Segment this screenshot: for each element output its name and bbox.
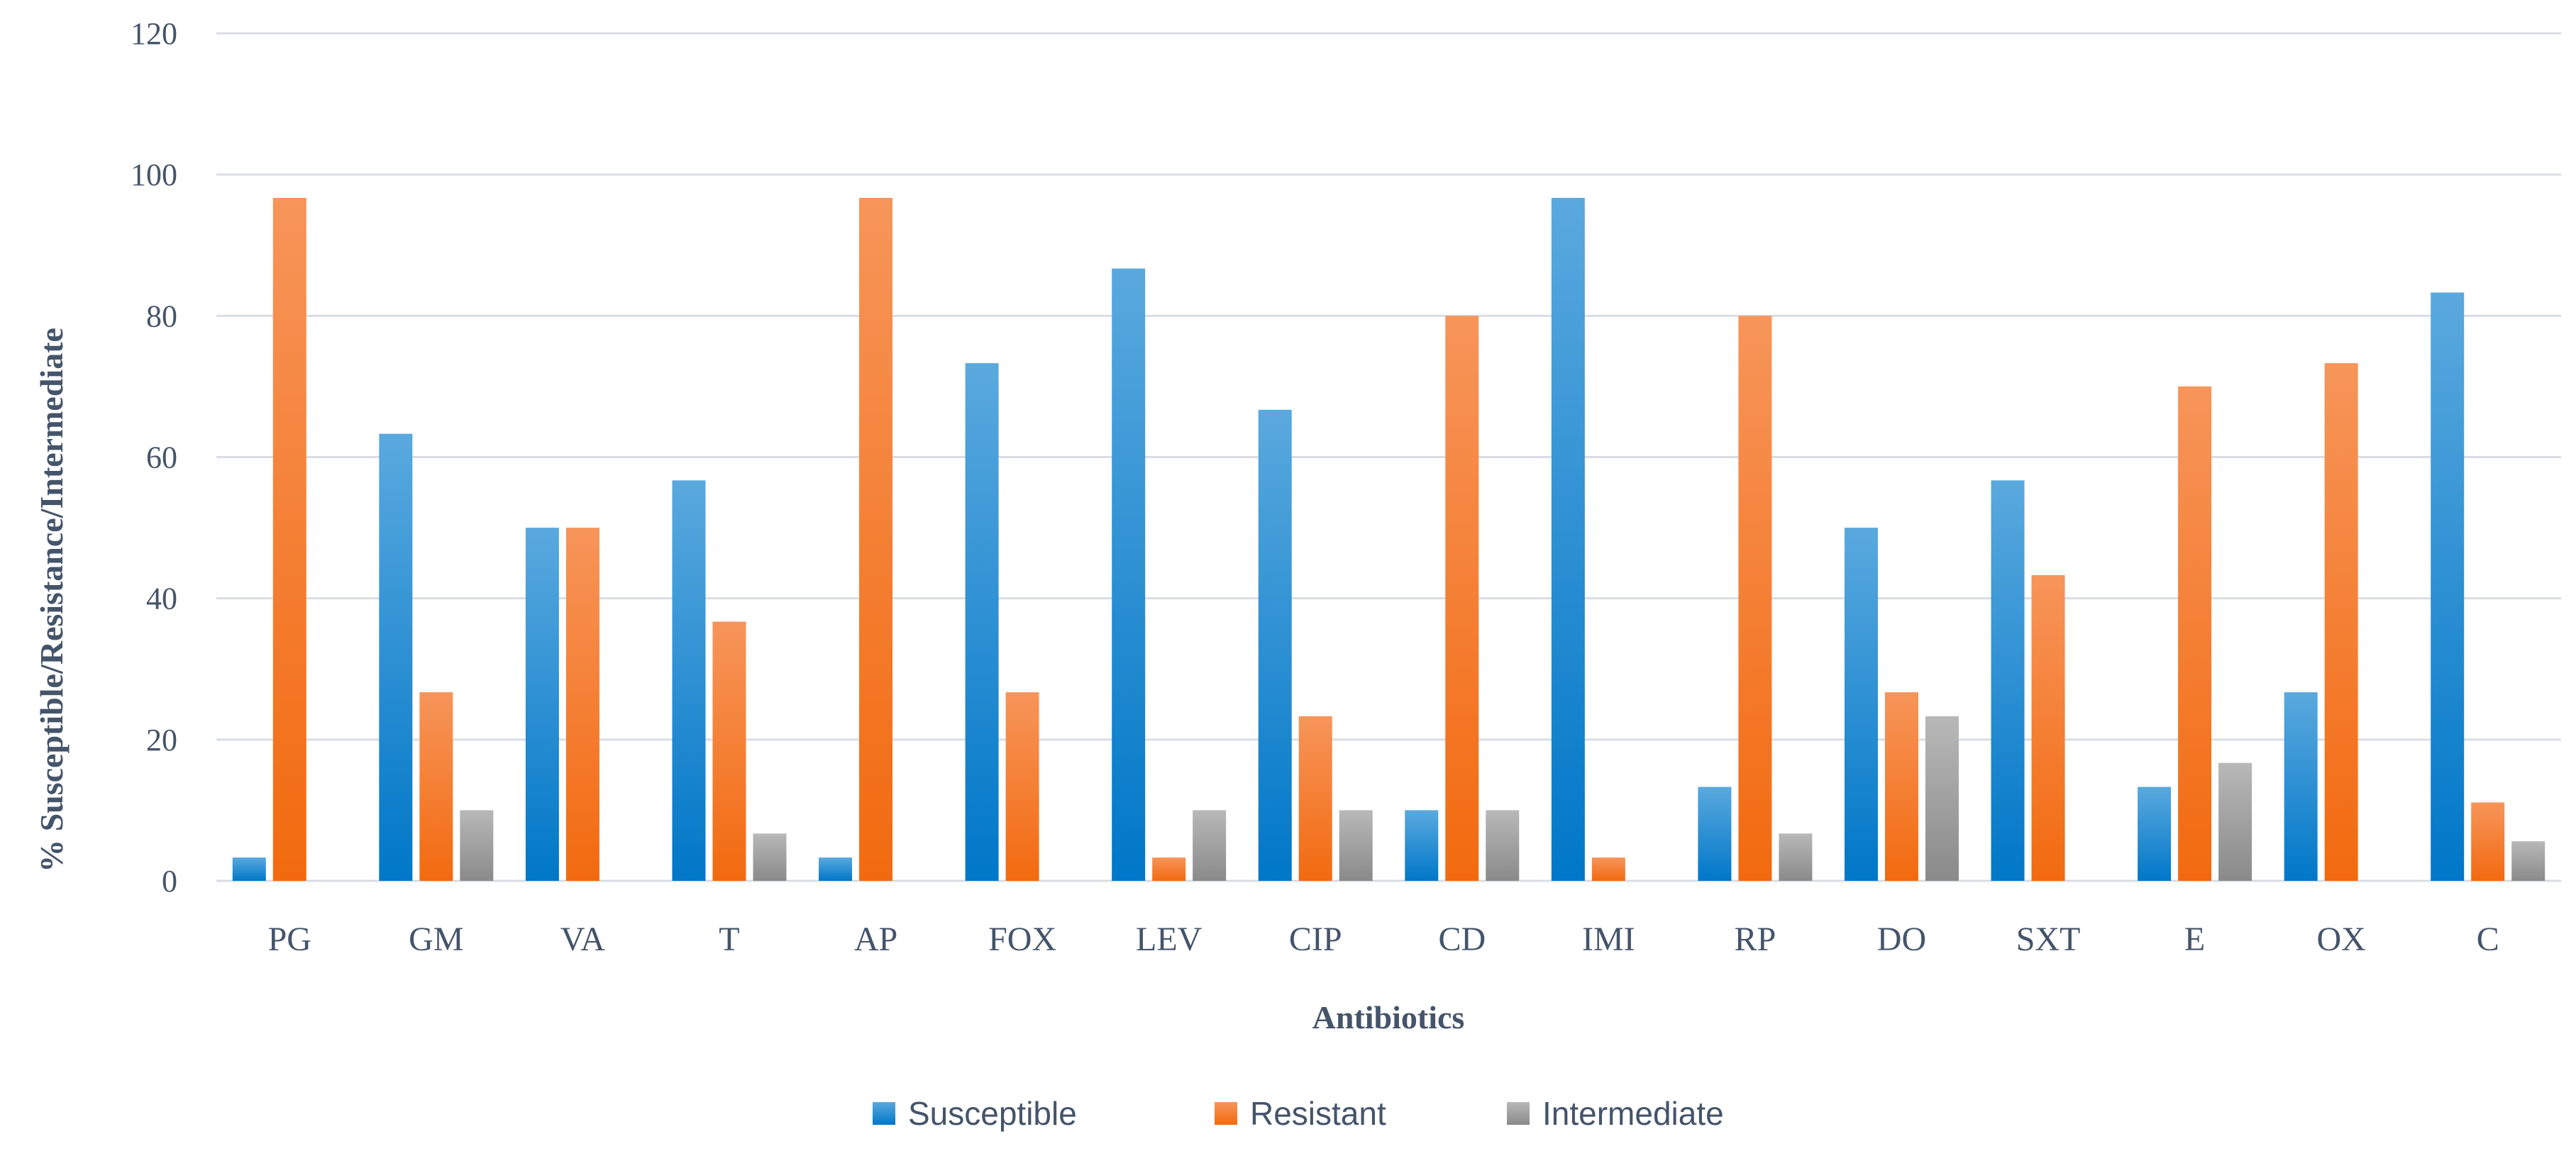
x-tick-label: C <box>2477 921 2499 958</box>
x-tick-label: IMI <box>1582 921 1635 958</box>
bar-resistant-sxt <box>2031 574 2065 881</box>
bar-intermediate-lev <box>1193 810 1227 881</box>
bar-susceptible-c <box>2431 292 2465 881</box>
x-tick-label: AP <box>854 921 897 958</box>
bar-susceptible-cd <box>1405 810 1439 881</box>
bar-resistant-fox <box>1005 692 1039 881</box>
x-tick-label: E <box>2184 921 2205 958</box>
legend-label-resistant: Resistant <box>1250 1095 1386 1132</box>
x-tick-label: LEV <box>1136 921 1203 958</box>
bar-susceptible-lev <box>1112 268 1146 881</box>
legend-swatch-susceptible <box>873 1102 895 1125</box>
bar-susceptible-pg <box>232 857 266 881</box>
bar-susceptible-e <box>2138 787 2172 881</box>
bar-susceptible-va <box>525 528 559 881</box>
legend-label-intermediate: Intermediate <box>1542 1095 1724 1132</box>
bar-intermediate-cip <box>1339 810 1373 881</box>
x-tick-label: CIP <box>1289 921 1342 958</box>
bar-resistant-cd <box>1445 316 1479 881</box>
legend: Susceptible Resistant Intermediate <box>873 1095 1724 1132</box>
y-tick-label: 20 <box>146 723 177 757</box>
y-tick-label: 0 <box>162 864 177 899</box>
bar-susceptible-ox <box>2284 692 2318 881</box>
y-tick-label: 100 <box>131 157 177 192</box>
x-tick-label: DO <box>1877 921 1926 958</box>
bar-susceptible-t <box>672 480 706 881</box>
x-tick-label: SXT <box>2016 921 2081 958</box>
bar-susceptible-gm <box>379 433 413 881</box>
bar-intermediate-c <box>2511 841 2545 881</box>
bar-susceptible-sxt <box>1991 480 2025 881</box>
y-tick-label: 120 <box>131 16 177 51</box>
bar-resistant-imi <box>1591 857 1625 881</box>
x-tick-label: T <box>719 921 739 958</box>
bar-resistant-rp <box>1738 316 1772 881</box>
bar-resistant-va <box>565 528 599 881</box>
bar-intermediate-gm <box>460 810 494 881</box>
bar-resistant-do <box>1884 692 1918 881</box>
x-tick-label: PG <box>268 921 311 958</box>
bar-intermediate-rp <box>1779 833 1813 881</box>
bar-susceptible-ap <box>819 857 853 881</box>
x-tick-label: FOX <box>988 921 1056 958</box>
x-tick-label: RP <box>1735 921 1776 958</box>
x-tick-label: GM <box>409 921 463 958</box>
bar-susceptible-imi <box>1551 198 1585 881</box>
bar-susceptible-rp <box>1698 787 1732 881</box>
legend-swatch-resistant <box>1215 1102 1237 1125</box>
bar-resistant-ox <box>2324 363 2358 881</box>
bar-resistant-pg <box>272 198 306 881</box>
bar-susceptible-do <box>1844 528 1878 881</box>
legend-swatch-intermediate <box>1507 1102 1530 1125</box>
bar-intermediate-cd <box>1486 810 1520 881</box>
x-tick-label: VA <box>560 921 605 958</box>
x-tick-label: CD <box>1438 921 1486 958</box>
bar-resistant-c <box>2471 802 2505 881</box>
y-tick-label: 80 <box>146 299 177 333</box>
bar-resistant-gm <box>419 692 453 881</box>
bar-resistant-ap <box>859 198 893 881</box>
bar-intermediate-do <box>1925 716 1959 881</box>
bars <box>232 198 2545 881</box>
y-tick-label: 40 <box>146 582 177 616</box>
x-axis-title: Antibiotics <box>1312 999 1465 1035</box>
bar-intermediate-e <box>2218 762 2252 881</box>
bar-resistant-cip <box>1298 716 1332 881</box>
bar-susceptible-fox <box>965 363 999 881</box>
x-axis-ticks: PG GM VA T AP FOX LEV CIP CD IMI RP DO SXT E OX C <box>268 921 2499 958</box>
legend-label-susceptible: Susceptible <box>908 1095 1077 1132</box>
gridlines <box>216 32 2561 882</box>
bar-susceptible-cip <box>1258 409 1292 881</box>
y-axis-title: % Susceptible/Resistance/Intermediate <box>33 328 70 872</box>
bar-resistant-lev <box>1152 857 1186 881</box>
y-tick-label: 60 <box>146 440 177 475</box>
y-axis-ticks: 0 20 40 60 80 100 120 <box>131 16 177 899</box>
bar-resistant-e <box>2178 386 2212 881</box>
bar-resistant-t <box>712 621 746 881</box>
x-tick-label: OX <box>2316 921 2365 958</box>
bar-intermediate-t <box>753 833 787 881</box>
